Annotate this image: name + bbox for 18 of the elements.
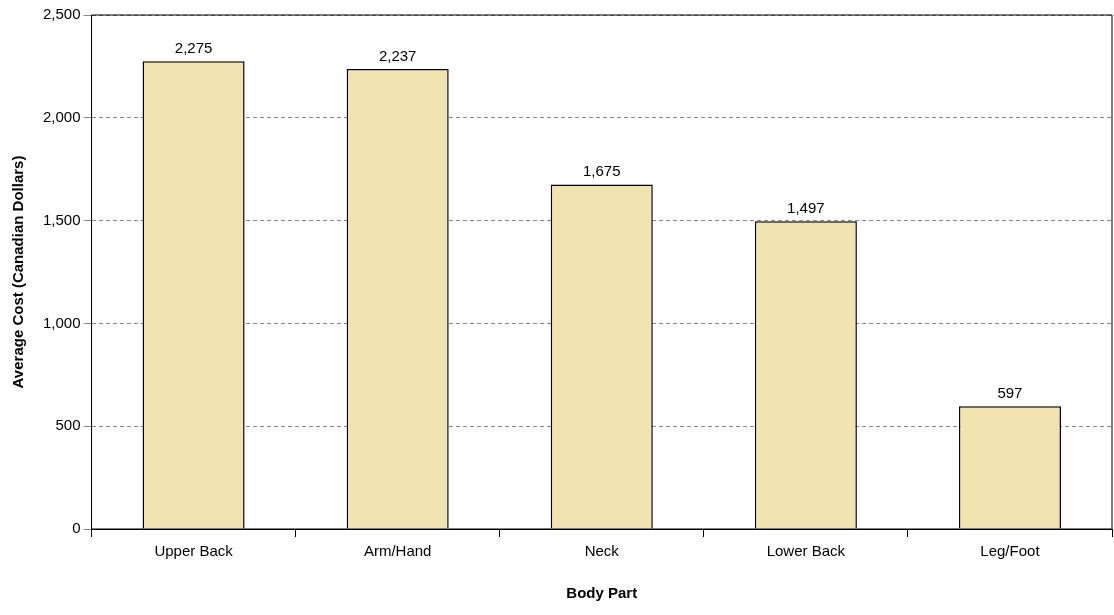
x-tick-label: Lower Back (766, 542, 846, 560)
x-axis-title: Body Part (566, 584, 638, 602)
x-tick-label: Leg/Foot (980, 542, 1041, 560)
x-tick-label: Upper Back (154, 542, 234, 560)
y-tick-label: 2,500 (42, 5, 81, 23)
y-axis-title: Average Cost (Canadian Dollars) (9, 155, 27, 389)
x-tick-label: Arm/Hand (363, 542, 432, 560)
y-tick-label: 2,000 (42, 107, 81, 125)
y-tick-label: 1,500 (42, 210, 81, 228)
data-label: 2,237 (378, 46, 417, 64)
data-label: 1,675 (582, 162, 621, 180)
y-tick-label: 1,000 (42, 313, 81, 331)
data-label: 2,275 (174, 38, 213, 56)
data-label: 1,497 (787, 198, 825, 216)
data-label: 597 (997, 383, 1023, 401)
y-tick-label: 0 (72, 519, 81, 537)
x-tick-label: Neck (584, 542, 620, 560)
y-tick-label: 500 (55, 416, 81, 434)
